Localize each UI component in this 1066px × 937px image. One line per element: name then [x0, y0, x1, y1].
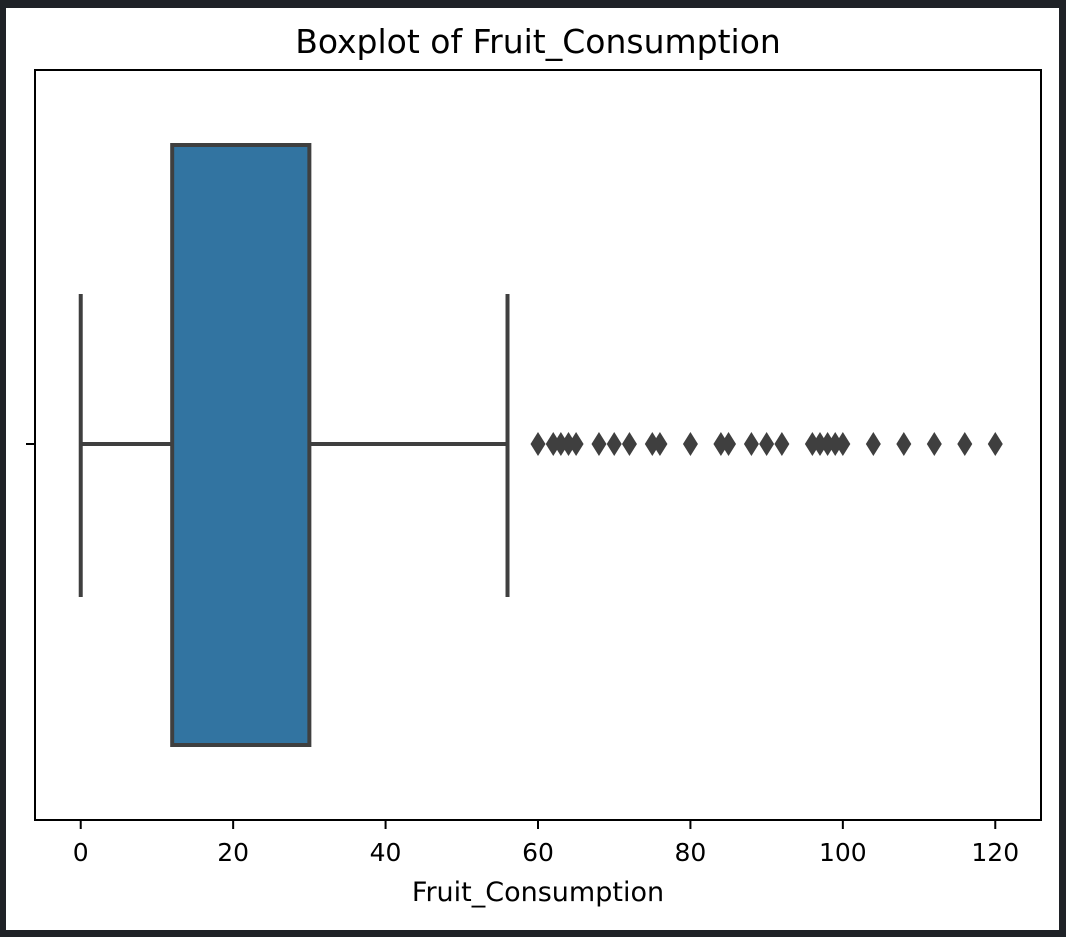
- x-tick-label: 40: [370, 838, 402, 867]
- outlier-point: [713, 432, 729, 456]
- outlier-point: [812, 432, 828, 456]
- x-tick-label: 0: [73, 838, 89, 867]
- outlier-point: [721, 432, 737, 456]
- outlier-point: [759, 432, 775, 456]
- outlier-point: [957, 432, 973, 456]
- outlier-point: [820, 432, 836, 456]
- outlier-point: [621, 432, 637, 456]
- outlier-point: [553, 432, 569, 456]
- chart-title: Boxplot of Fruit_Consumption: [295, 22, 781, 61]
- outlier-point: [987, 432, 1003, 456]
- x-tick-label: 100: [819, 838, 867, 867]
- outlier-point: [606, 432, 622, 456]
- outlier-point: [682, 432, 698, 456]
- outlier-point: [926, 432, 942, 456]
- outlier-point: [530, 432, 546, 456]
- x-tick-label: 60: [522, 838, 554, 867]
- iqr-box: [170, 143, 312, 747]
- outlier-point: [652, 432, 668, 456]
- x-tick-label: 80: [675, 838, 707, 867]
- outlier-point: [644, 432, 660, 456]
- outlier-point: [568, 432, 584, 456]
- outlier-point: [835, 432, 851, 456]
- boxplot-chart: Boxplot of Fruit_Consumption 0 20 40 60 80 10…: [26, 22, 1042, 908]
- x-tick-label: 20: [217, 838, 249, 867]
- outlier-point: [560, 432, 576, 456]
- outlier-point: [743, 432, 759, 456]
- chart-canvas: Boxplot of Fruit_Consumption 0 20 40 60 80 10…: [6, 8, 1059, 930]
- x-axis-label: Fruit_Consumption: [412, 877, 664, 908]
- outlier-point: [827, 432, 843, 456]
- outlier-point: [591, 432, 607, 456]
- outlier-point: [865, 432, 881, 456]
- outlier-point: [804, 432, 820, 456]
- outlier-point: [774, 432, 790, 456]
- outlier-point: [896, 432, 912, 456]
- x-tick-label: 120: [971, 838, 1019, 867]
- outlier-point: [545, 432, 561, 456]
